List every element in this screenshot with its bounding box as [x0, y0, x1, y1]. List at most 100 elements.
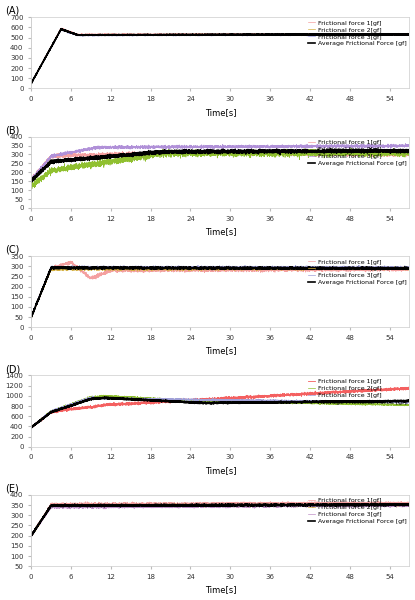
Line: Frictional force 3[gf]: Frictional force 3[gf]: [31, 143, 410, 181]
Average Frictional Force [gf]: [390, 397, 395, 404]
Average Frictional Force [gf]: [72, 265, 77, 272]
Frictional force 1[gf]: [216, 31, 221, 38]
Line: Frictional force 1[gf]: Frictional force 1[gf]: [31, 28, 410, 83]
Average Frictional Force [gf]: [29, 532, 34, 539]
Frictional force 2[gf]: [29, 80, 34, 87]
Line: Average Frictional Force [gf]: Average Frictional Force [gf]: [31, 29, 410, 83]
Frictional force 2[gf]: [216, 398, 221, 405]
Frictional force 3[gf]: [29, 80, 34, 87]
Line: Frictional force 1[gf]: Frictional force 1[gf]: [31, 261, 410, 318]
Frictional force 2[gf]: [215, 501, 220, 508]
Average Frictional Force [gf]: [156, 265, 161, 272]
Frictional force 2[gf]: [407, 31, 412, 38]
Frictional force 2[gf]: [390, 501, 395, 508]
Average Frictional Force [gf]: [72, 156, 77, 163]
Frictional force 3[gf]: [216, 396, 221, 403]
Frictional force 3[gf]: [29, 532, 34, 539]
Average Frictional Force [gf]: [352, 398, 357, 405]
Frictional force 2[gf]: [29, 80, 34, 87]
Average Frictional Force [gf]: [352, 31, 357, 38]
Average Frictional Force [gf]: [29, 179, 34, 186]
Frictional force 2[gf]: [390, 264, 395, 271]
Frictional force 1[gf]: [215, 500, 220, 507]
Average Frictional Force [gf]: [249, 148, 254, 155]
Frictional force 3[gf]: [29, 177, 34, 184]
Frictional force 1[gf]: [215, 268, 220, 275]
Frictional force 3[gf]: [215, 503, 220, 510]
Frictional force 3[gf]: [293, 262, 298, 269]
Line: Frictional force 2[gf]: Frictional force 2[gf]: [31, 266, 410, 317]
Frictional force 2[gf]: [249, 265, 254, 272]
Line: Average Frictional Force [gf]: Average Frictional Force [gf]: [31, 149, 410, 182]
Frictional force 2[gf]: [352, 150, 357, 157]
Frictional force 3[gf]: [29, 424, 34, 431]
Line: Frictional force 1[gf]: Frictional force 1[gf]: [31, 387, 410, 428]
Average Frictional Force [gf]: [29, 314, 34, 321]
Frictional force 3[gf]: [29, 424, 34, 431]
Frictional force 1[gf]: [156, 266, 161, 273]
Frictional force 2[gf]: [72, 163, 77, 170]
Frictional force 1[gf]: [156, 399, 161, 406]
Frictional force 1[gf]: [352, 389, 357, 396]
Average Frictional Force [gf]: [156, 149, 161, 156]
Frictional force 2[gf]: [407, 501, 412, 508]
Frictional force 1[gf]: [29, 80, 34, 87]
Frictional force 2[gf]: [29, 532, 34, 539]
Frictional force 2[gf]: [29, 533, 34, 540]
Average Frictional Force [gf]: [390, 31, 395, 38]
Average Frictional Force [gf]: [249, 398, 254, 406]
Frictional force 1[gf]: [352, 501, 357, 508]
Frictional force 1[gf]: [390, 30, 395, 37]
Frictional force 3[gf]: [352, 501, 357, 508]
Average Frictional Force [gf]: [215, 502, 220, 509]
Frictional force 1[gf]: [390, 386, 395, 393]
Frictional force 2[gf]: [390, 31, 395, 38]
Frictional force 1[gf]: [72, 29, 77, 37]
X-axis label: Time[s]: Time[s]: [205, 227, 236, 236]
Frictional force 2[gf]: [156, 395, 161, 403]
Frictional force 1[gf]: [156, 148, 161, 155]
Average Frictional Force [gf]: [72, 401, 77, 408]
Text: (A): (A): [5, 6, 19, 16]
Frictional force 1[gf]: [29, 532, 34, 539]
X-axis label: Time[s]: Time[s]: [205, 466, 236, 475]
Frictional force 2[gf]: [29, 423, 34, 430]
Frictional force 2[gf]: [407, 149, 412, 156]
Frictional force 2[gf]: [72, 31, 77, 38]
Frictional force 2[gf]: [352, 502, 357, 509]
Average Frictional Force [gf]: [407, 265, 412, 272]
Frictional force 2[gf]: [407, 401, 412, 409]
X-axis label: Time[s]: Time[s]: [205, 586, 236, 595]
Frictional force 3[gf]: [407, 400, 412, 407]
Frictional force 1[gf]: [29, 177, 34, 184]
Frictional force 1[gf]: [407, 264, 412, 271]
Line: Frictional force 3[gf]: Frictional force 3[gf]: [31, 503, 410, 536]
Frictional force 1[gf]: [406, 383, 411, 391]
Frictional force 2[gf]: [407, 263, 412, 271]
Average Frictional Force [gf]: [407, 31, 412, 38]
Frictional force 3[gf]: [319, 500, 324, 507]
Line: Average Frictional Force [gf]: Average Frictional Force [gf]: [31, 266, 410, 317]
Frictional force 2[gf]: [29, 313, 34, 320]
Average Frictional Force [gf]: [156, 31, 161, 38]
Frictional force 3[gf]: [407, 31, 412, 38]
Frictional force 3[gf]: [156, 264, 161, 271]
Average Frictional Force [gf]: [352, 265, 357, 272]
Frictional force 3[gf]: [249, 396, 254, 403]
Frictional force 3[gf]: [156, 143, 161, 150]
Frictional force 1[gf]: [29, 314, 34, 322]
Frictional force 2[gf]: [156, 500, 161, 508]
X-axis label: Time[s]: Time[s]: [205, 107, 236, 116]
Average Frictional Force [gf]: [352, 500, 356, 507]
Frictional force 3[gf]: [216, 32, 221, 39]
Frictional force 2[gf]: [216, 31, 221, 38]
Frictional force 1[gf]: [156, 31, 161, 38]
Frictional force 2[gf]: [215, 149, 220, 157]
Average Frictional Force [gf]: [29, 80, 34, 87]
Frictional force 3[gf]: [72, 31, 77, 38]
Line: Frictional force 1[gf]: Frictional force 1[gf]: [31, 150, 410, 181]
Average Frictional Force [gf]: [59, 25, 64, 32]
Frictional force 3[gf]: [156, 395, 161, 403]
Frictional force 1[gf]: [352, 151, 357, 158]
Average Frictional Force [gf]: [72, 30, 77, 37]
